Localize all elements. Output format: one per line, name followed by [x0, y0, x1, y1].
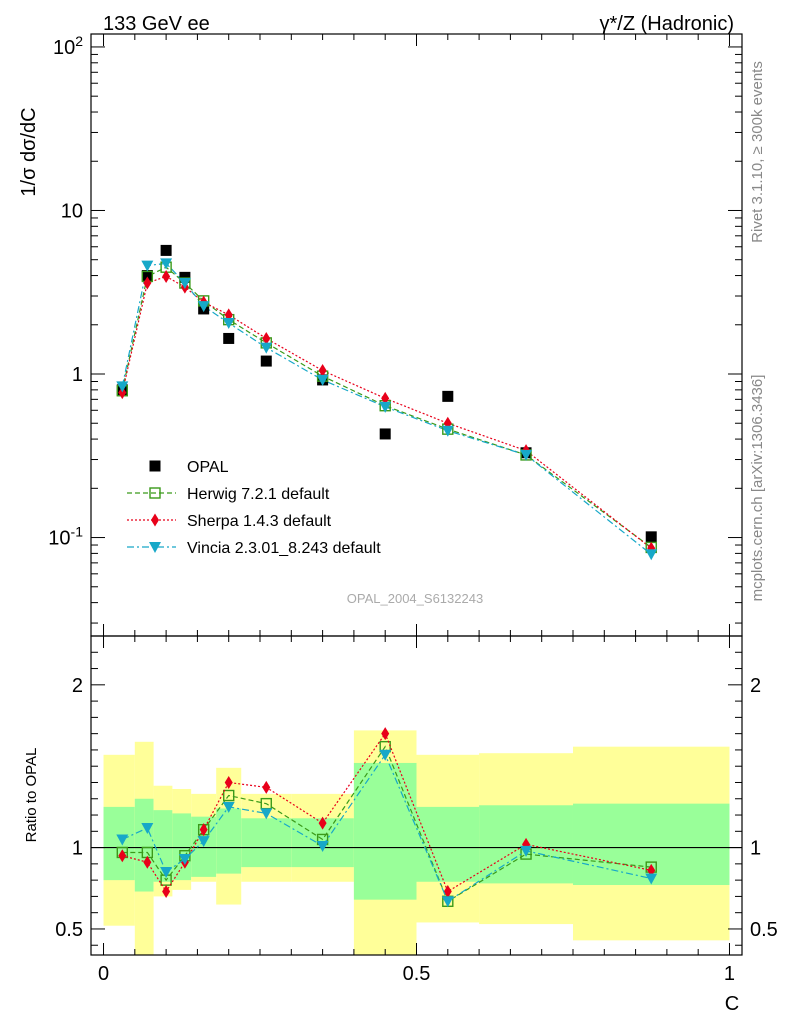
x-tick-label: 0	[98, 963, 109, 985]
vincia-ratio-point	[441, 896, 454, 908]
sherpa-ratio-point	[443, 885, 452, 899]
x-tick-label: 1	[724, 963, 735, 985]
sherpa-ratio-point	[224, 775, 233, 789]
y-tick-label: 10-1	[48, 524, 83, 550]
legend-entry-label: OPAL	[187, 459, 229, 476]
ratio-band-inner	[216, 808, 242, 874]
opal-point	[260, 355, 272, 367]
legend-entry-label: Vincia 2.3.01_8.243 default	[187, 540, 381, 557]
vincia-ratio-point	[116, 834, 129, 846]
sherpa-ratio-point	[318, 816, 327, 830]
x-axis-label: C	[725, 993, 739, 1015]
vincia-point	[379, 401, 392, 413]
herwig-ratio-point	[223, 789, 235, 802]
vincia-ratio-point	[520, 845, 533, 857]
vincia-ratio-point	[379, 749, 392, 761]
vincia-line	[121, 262, 652, 555]
sherpa-point	[143, 276, 152, 290]
vincia-ratio-point	[645, 873, 658, 885]
sherpa-point	[262, 331, 271, 345]
herwig-legend-marker	[149, 487, 161, 499]
y-tick-label: 102	[53, 33, 83, 59]
ratio-y-tick-label: 0.5	[55, 919, 83, 941]
sherpa-ratio-point	[143, 855, 152, 869]
ratio-band-inner	[134, 798, 154, 892]
y-tick-label: 10	[61, 200, 83, 222]
vincia-point	[160, 258, 173, 270]
vincia-point	[260, 342, 273, 354]
vincia-ratio-line	[122, 753, 652, 903]
legend: OPAL Herwig 7.2.1 default Sherpa 1.4.3 def…	[127, 459, 381, 557]
sherpa-ratio-point	[262, 780, 271, 794]
vincia-point	[197, 301, 210, 313]
y-tick-label: 1	[72, 364, 83, 386]
vincia-point	[441, 425, 454, 437]
legend-entry-label: Herwig 7.2.1 default	[187, 486, 330, 503]
vincia-legend-marker	[149, 542, 161, 553]
sherpa-point	[162, 269, 171, 283]
sherpa-point	[318, 364, 327, 378]
ratio-y-tick-label: 2	[72, 675, 83, 697]
left-title: 133 GeV ee	[103, 13, 210, 35]
ratio-y-axis-label: Ratio to OPAL	[23, 748, 40, 843]
vincia-point	[316, 374, 329, 386]
ratio-band-inner	[172, 813, 192, 881]
ratio-band-inner	[353, 762, 417, 900]
sherpa-ratio-point	[381, 727, 390, 741]
vincia-point	[178, 278, 191, 290]
sherpa-ratio-line	[122, 732, 652, 893]
opal-point	[442, 390, 454, 402]
vincia-point	[141, 260, 154, 272]
ratio-band-inner	[103, 806, 135, 881]
vincia-ratio-point	[260, 808, 273, 820]
right-title: γ*/Z (Hadronic)	[600, 13, 734, 35]
vincia-point	[645, 549, 658, 561]
vincia-ratio-point	[222, 801, 235, 813]
ratio-y-tick-label-right: 1	[750, 838, 761, 860]
opal-point	[223, 332, 235, 344]
ratio-y-tick-label: 1	[72, 838, 83, 860]
x-tick-label: 0.5	[403, 963, 431, 985]
sherpa-ratio-point	[199, 823, 208, 837]
ratio-panel: 0 0.5 1 0.5 0.5 1 1 2 2	[55, 635, 778, 985]
vincia-ratio-point	[141, 823, 154, 835]
vincia-point	[116, 381, 129, 393]
opal-point	[379, 428, 391, 440]
main-panel: 10-1 1 10 102	[48, 33, 743, 637]
opal-legend-marker	[149, 460, 161, 472]
mcplots-source-label: mcplots.cern.ch [arXiv:1306.3436]	[749, 375, 766, 602]
ratio-y-tick-label-right: 0.5	[750, 919, 778, 941]
herwig-line	[121, 266, 652, 548]
opal-point	[645, 531, 657, 543]
vincia-point	[520, 449, 533, 461]
vincia-ratio-point	[160, 866, 173, 878]
vincia-ratio-point	[178, 853, 191, 865]
vincia-point	[222, 318, 235, 330]
sherpa-line	[121, 275, 652, 549]
opal-point	[160, 244, 172, 256]
sherpa-point	[381, 391, 390, 405]
ratio-band-inner	[416, 806, 480, 882]
vincia-ratio-point	[316, 840, 329, 852]
vincia-ratio-point	[197, 836, 210, 848]
opal-point	[141, 270, 153, 282]
analysis-watermark: OPAL_2004_S6132243	[347, 591, 483, 606]
sherpa-legend-marker	[151, 513, 159, 527]
ratio-band-inner	[241, 818, 292, 868]
ratio-y-tick-label-right: 2	[750, 675, 761, 697]
main-y-axis-label: 1/σ dσ/dC	[18, 107, 40, 196]
sherpa-point	[118, 386, 127, 400]
rivet-version-label: Rivet 3.1.10, ≥ 300k events	[749, 61, 766, 243]
legend-entry-label: Sherpa 1.4.3 default	[187, 513, 332, 530]
ratio-band-inner	[153, 810, 173, 882]
sherpa-ratio-point	[118, 849, 127, 863]
sherpa-ratio-point	[162, 885, 171, 899]
